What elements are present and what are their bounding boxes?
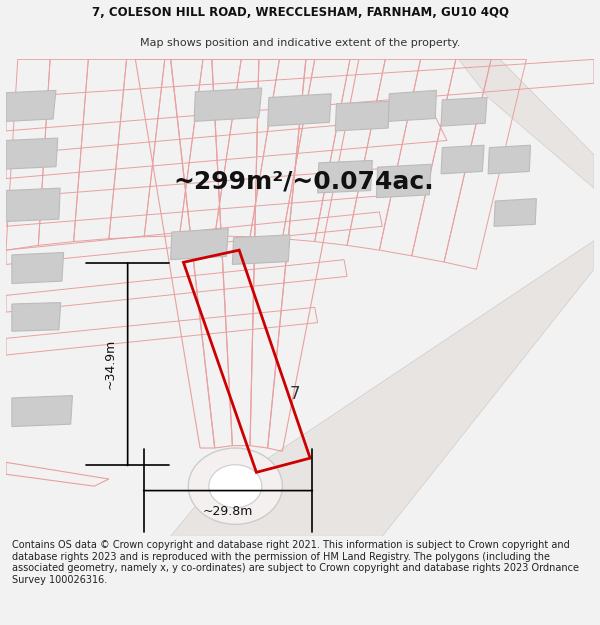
Polygon shape	[459, 59, 594, 188]
Polygon shape	[441, 98, 487, 126]
Polygon shape	[6, 91, 56, 121]
Text: 7: 7	[290, 385, 300, 403]
Polygon shape	[12, 253, 64, 284]
Polygon shape	[232, 235, 290, 264]
Polygon shape	[335, 101, 389, 131]
Polygon shape	[6, 138, 58, 169]
Polygon shape	[376, 164, 431, 198]
Text: ~299m²/~0.074ac.: ~299m²/~0.074ac.	[173, 169, 434, 193]
Polygon shape	[170, 241, 594, 536]
Text: ~29.8m: ~29.8m	[203, 505, 253, 518]
Circle shape	[188, 448, 283, 524]
Polygon shape	[6, 188, 60, 221]
Text: Map shows position and indicative extent of the property.: Map shows position and indicative extent…	[140, 38, 460, 48]
Polygon shape	[488, 145, 530, 174]
Polygon shape	[170, 229, 228, 259]
Polygon shape	[12, 302, 61, 331]
Text: ~34.9m: ~34.9m	[104, 339, 117, 389]
Circle shape	[209, 465, 262, 508]
Polygon shape	[388, 91, 436, 121]
Text: 7, COLESON HILL ROAD, WRECCLESHAM, FARNHAM, GU10 4QQ: 7, COLESON HILL ROAD, WRECCLESHAM, FARNH…	[91, 6, 509, 19]
Polygon shape	[317, 161, 373, 193]
Polygon shape	[268, 94, 331, 126]
Polygon shape	[12, 396, 73, 427]
Text: Contains OS data © Crown copyright and database right 2021. This information is : Contains OS data © Crown copyright and d…	[12, 540, 579, 585]
Polygon shape	[441, 145, 484, 174]
Polygon shape	[194, 88, 262, 121]
Polygon shape	[494, 199, 536, 226]
